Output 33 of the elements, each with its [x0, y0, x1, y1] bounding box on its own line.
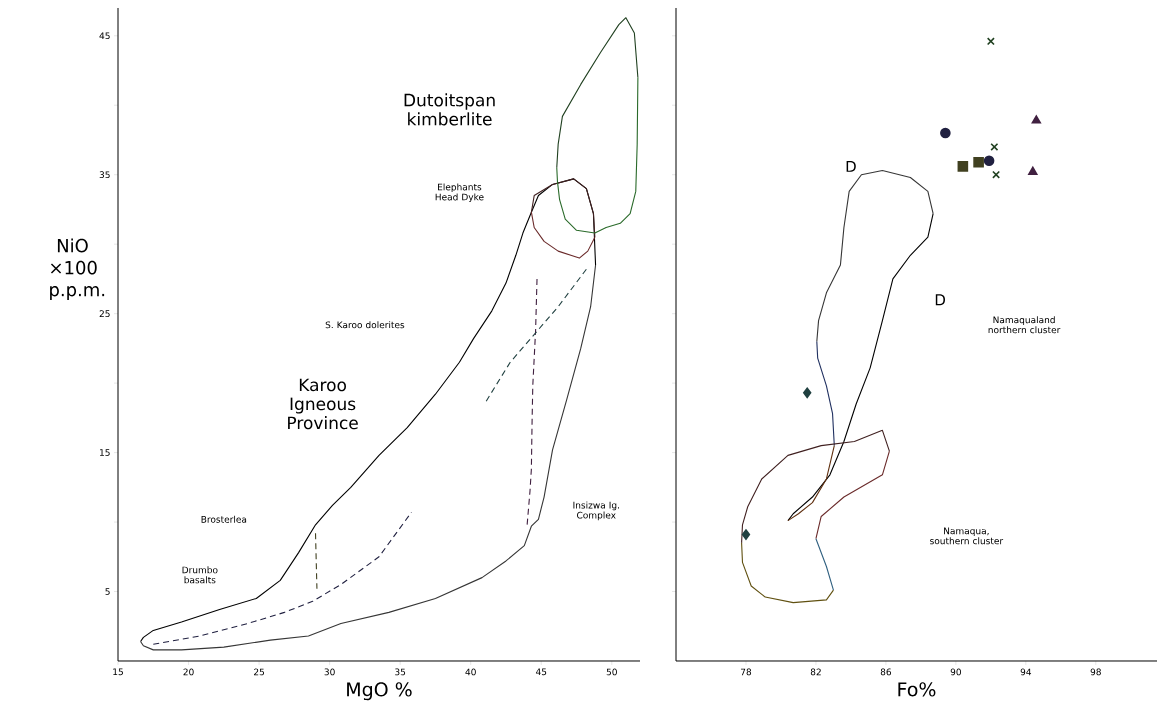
x-tick-label: 30: [324, 668, 335, 676]
y-tick-label: 15: [100, 449, 110, 456]
x-tick-label: 35: [395, 668, 406, 676]
y-tick-label: 45: [99, 32, 110, 40]
annotation: S. Karoo dolerites: [325, 321, 405, 329]
y-axis-title: NiO ×100 p.p.m.: [50, 238, 105, 300]
x-tick-label: 45: [535, 668, 547, 676]
annotation: Dutoitspan kimberlite: [404, 93, 495, 126]
x-tick-label: 78: [740, 668, 752, 676]
y-tick-label: 35: [99, 171, 110, 179]
annotation: D: [935, 294, 946, 306]
annotation: Namaqua, southern cluster: [930, 527, 1004, 545]
x-tick-label: 15: [113, 668, 123, 676]
x-axis-title: Fo%: [898, 682, 936, 697]
annotation: Brosterlea: [201, 515, 247, 523]
x-tick-label: 40: [465, 668, 476, 676]
x-axis-title: MgO %: [347, 682, 412, 701]
x-tick-label: 50: [606, 668, 617, 676]
annotation: Insizwa Ig. Complex: [573, 501, 619, 521]
x-tick-label: 98: [1090, 668, 1101, 676]
annotation: D: [846, 160, 856, 172]
annotation: Karoo Igneous Province: [288, 378, 358, 430]
y-tick-label: 5: [105, 588, 110, 595]
x-tick-label: 86: [880, 668, 892, 676]
annotation: Namaqualand northern cluster: [988, 316, 1061, 334]
x-tick-label: 20: [183, 668, 194, 676]
x-tick-label: 82: [810, 668, 821, 676]
x-tick-label: 90: [950, 668, 961, 676]
x-tick-label: 25: [254, 668, 265, 676]
y-tick-label: 25: [99, 310, 110, 318]
annotation: Drumbo basalts: [182, 566, 218, 584]
annotation: Elephants Head Dyke: [435, 183, 484, 203]
x-tick-label: 94: [1020, 668, 1032, 676]
